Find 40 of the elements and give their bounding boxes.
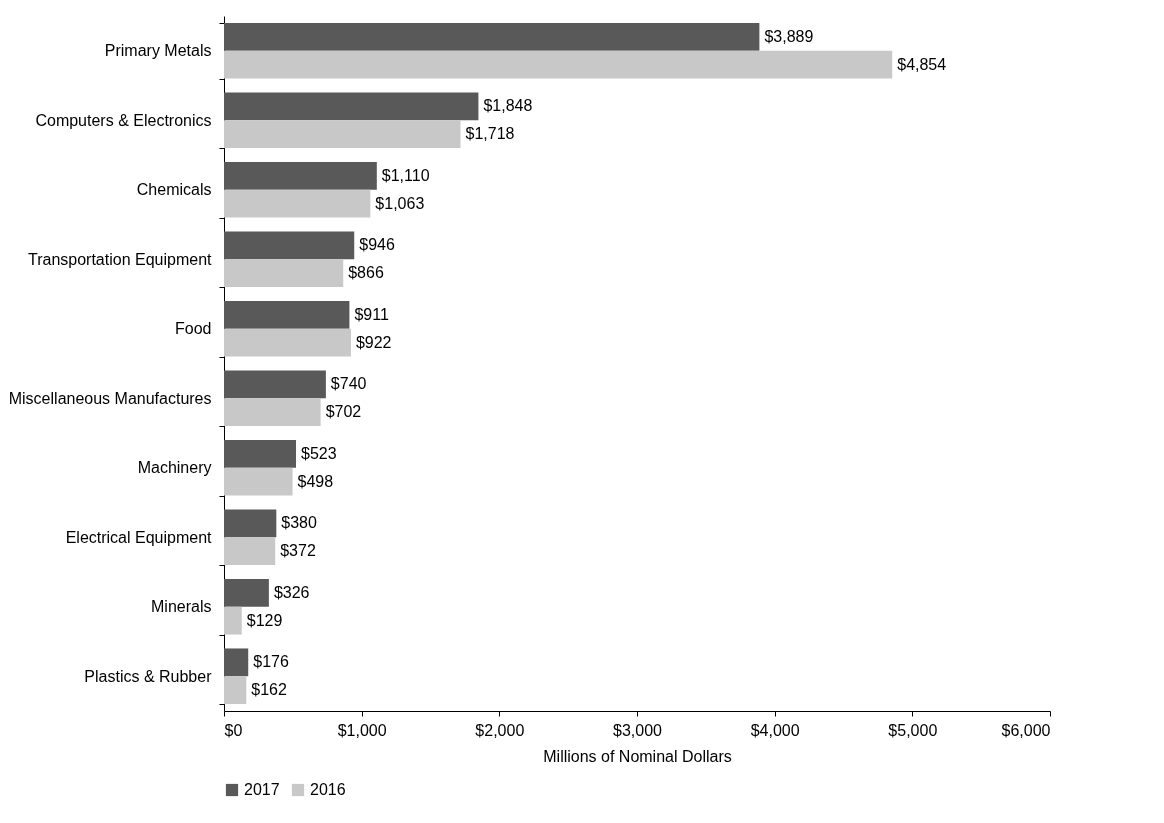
y-tick-label: Electrical Equipment [65,528,213,546]
data-label: $523 [301,444,337,462]
x-tick-label: $4,000 [750,721,800,739]
legend-label: 2017 [244,781,280,798]
y-tick-label: Chemicals [136,181,212,199]
y-tick-label: Primary Metals [104,42,212,60]
y-tick-label: Transportation Equipment [27,250,213,268]
y-tick-label: Machinery [137,459,212,477]
data-label: $3,889 [764,27,814,45]
x-tick-label: $3,000 [613,721,663,739]
data-label: $740 [330,375,367,393]
data-label: $702 [325,403,362,421]
x-tick-label: $0 [224,721,243,739]
x-axis-title: Millions of Nominal Dollars [543,747,732,765]
y-tick-label: Computers & Electronics [35,111,212,129]
y-tick-label: Food [175,320,212,338]
y-tick-label: Plastics & Rubber [84,667,213,685]
data-label: $176 [253,653,289,671]
data-label: $4,854 [897,55,947,73]
data-label: $1,848 [483,97,533,115]
data-label: $372 [280,542,316,560]
data-label: $1,063 [375,194,425,212]
data-label: $946 [359,236,395,254]
data-label: $911 [354,305,389,323]
data-label: $498 [297,472,334,490]
data-label: $326 [273,583,310,601]
legend-label: 2016 [310,781,346,798]
data-label: $1,110 [381,166,430,184]
y-tick-label: Miscellaneous Manufactures [8,389,212,407]
x-tick-label: $5,000 [888,721,938,739]
data-label: $129 [246,611,283,629]
x-tick-label: $1,000 [337,721,387,739]
y-tick-label: Minerals [151,598,212,616]
data-label: $380 [281,514,318,532]
x-tick-label: $2,000 [475,721,525,739]
data-label: $866 [348,264,384,282]
data-label: $922 [355,333,392,351]
x-tick-label: $6,000 [1001,721,1051,739]
data-label: $1,718 [465,125,515,143]
data-label: $162 [251,681,287,699]
